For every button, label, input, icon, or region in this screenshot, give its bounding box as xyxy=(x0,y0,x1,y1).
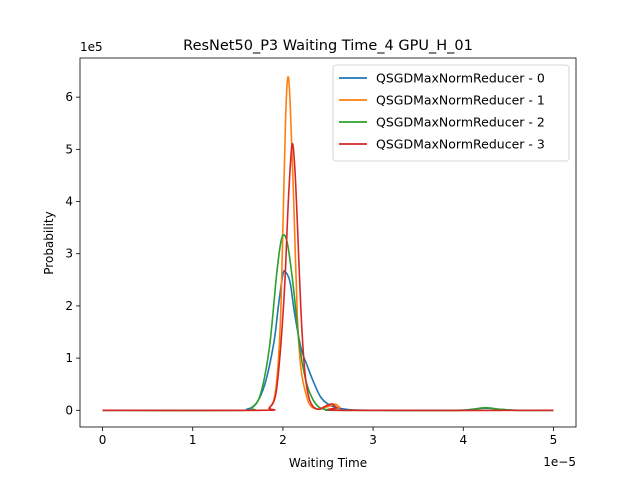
y-tick-label: 5 xyxy=(65,142,73,156)
series-line-0 xyxy=(102,269,554,412)
plot-lines xyxy=(102,75,554,412)
legend: QSGDMaxNormReducer - 0 QSGDMaxNormReducer… xyxy=(332,64,570,162)
legend-label-2: QSGDMaxNormReducer - 2 xyxy=(376,115,545,130)
legend-label-0: QSGDMaxNormReducer - 0 xyxy=(376,71,545,86)
y-tick-label: 4 xyxy=(65,195,73,209)
series-line-3 xyxy=(102,142,554,412)
y-axis-offset-label: 1e5 xyxy=(80,40,103,54)
legend-box xyxy=(332,64,570,162)
plot-frame xyxy=(79,57,577,428)
x-axis-ticks: 0 1 2 3 4 5 xyxy=(99,427,558,447)
x-tick-label: 4 xyxy=(459,433,467,447)
y-tick-label: 1 xyxy=(65,351,73,365)
series-line-2 xyxy=(102,234,554,412)
y-tick-label: 2 xyxy=(65,299,73,313)
x-tick-label: 2 xyxy=(279,433,287,447)
x-tick-label: 5 xyxy=(550,433,558,447)
x-tick-label: 3 xyxy=(369,433,377,447)
legend-label-1: QSGDMaxNormReducer - 1 xyxy=(376,93,545,108)
series-line-1 xyxy=(102,75,554,412)
y-axis-ticks: 0 1 2 3 4 5 6 xyxy=(65,90,80,417)
x-tick-label: 0 xyxy=(99,433,107,447)
x-axis-offset-label: 1e−5 xyxy=(543,455,576,469)
y-tick-label: 6 xyxy=(65,90,73,104)
x-axis-label: Waiting Time xyxy=(289,456,367,470)
y-axis-label: Probability xyxy=(42,211,56,274)
x-tick-label: 1 xyxy=(189,433,197,447)
y-tick-label: 0 xyxy=(65,403,73,417)
chart-title: ResNet50_P3 Waiting Time_4 GPU_H_01 xyxy=(183,38,473,54)
y-tick-label: 3 xyxy=(65,247,73,261)
legend-label-3: QSGDMaxNormReducer - 3 xyxy=(376,137,545,152)
